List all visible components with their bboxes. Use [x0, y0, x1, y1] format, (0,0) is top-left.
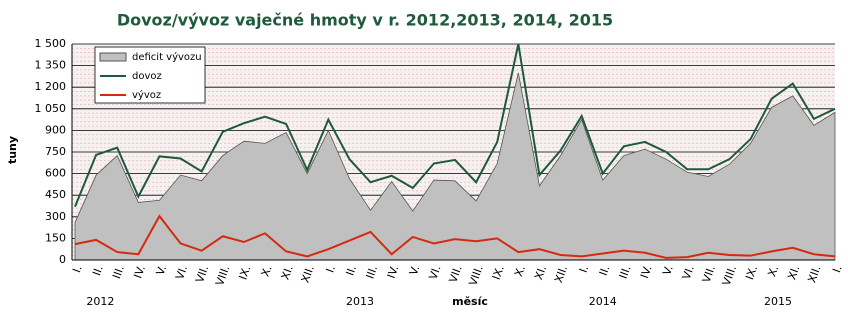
x-tick-label: XI. — [785, 264, 802, 282]
x-tick-label: I. — [70, 264, 85, 275]
x-tick-label: I. — [323, 264, 338, 275]
y-tick-label: 900 — [45, 123, 66, 136]
x-tick-label: II. — [343, 264, 359, 278]
legend-label: deficit vývozu — [132, 51, 202, 63]
chart-title: Dovoz/vývoz vaječné hmoty v r. 2012,2013… — [117, 11, 613, 30]
x-tick-label: IV. — [385, 264, 402, 281]
year-label: 2012 — [86, 295, 114, 308]
x-tick-label: IV. — [638, 264, 655, 281]
year-label: 2013 — [346, 295, 374, 308]
legend-label: vývoz — [132, 89, 161, 101]
x-tick-label: VII. — [446, 264, 464, 285]
x-tick-label: XII. — [552, 264, 570, 285]
y-tick-label: 1 500 — [35, 37, 67, 50]
x-tick-label: III. — [363, 264, 380, 281]
x-tick-label: II. — [90, 264, 106, 278]
x-tick-label: X. — [765, 264, 781, 279]
line — [74, 214, 836, 259]
y-tick-label: 1 350 — [35, 59, 67, 72]
y-tick-label: 0 — [59, 253, 66, 266]
x-tick-label: X. — [512, 264, 528, 279]
x-tick-label: VI. — [173, 264, 190, 282]
y-tick-label: 1 050 — [35, 102, 67, 115]
area — [74, 72, 836, 261]
x-tick-label: VIII. — [466, 264, 485, 288]
y-tick-label: 750 — [45, 145, 66, 158]
x-tick-label: I. — [830, 264, 845, 275]
y-tick-label: 600 — [45, 167, 66, 180]
y-tick-label: 450 — [45, 188, 66, 201]
x-tick-label: VI. — [680, 264, 697, 282]
y-tick-label: 300 — [45, 210, 66, 223]
x-tick-label: V. — [154, 264, 170, 277]
y-axis-label: tuny — [6, 136, 19, 164]
x-tick-label: III. — [617, 264, 634, 281]
x-tick-label: VIII. — [720, 264, 739, 288]
x-tick-label: XI. — [279, 264, 296, 282]
year-label: 2014 — [589, 295, 617, 308]
x-axis-label: měsíc — [452, 295, 488, 308]
y-tick-label: 150 — [45, 231, 66, 244]
x-tick-label: IX. — [236, 264, 253, 282]
x-tick-label: V. — [407, 264, 423, 277]
legend-label: dovoz — [132, 71, 162, 82]
y-tick-label: 1 200 — [35, 80, 67, 93]
x-tick-label: XII. — [299, 264, 317, 285]
x-tick-label: X. — [259, 264, 275, 279]
x-tick-label: III. — [110, 264, 127, 281]
x-tick-label: IX. — [490, 264, 507, 282]
line — [74, 43, 836, 208]
x-tick-label: V. — [660, 264, 676, 277]
legend-swatch — [99, 52, 127, 62]
x-tick-label: VII. — [700, 264, 718, 285]
x-tick-label: VII. — [193, 264, 211, 285]
x-tick-label: II. — [597, 264, 613, 278]
x-tick-label: IV. — [131, 264, 148, 281]
x-tick-label: VIII. — [213, 264, 232, 288]
x-tick-label: XI. — [532, 264, 549, 282]
x-tick-label: I. — [577, 264, 592, 275]
x-tick-label: IX. — [743, 264, 760, 282]
year-label: 2015 — [764, 295, 792, 308]
x-tick-label: VI. — [426, 264, 443, 282]
x-tick-label: XII. — [805, 264, 823, 285]
